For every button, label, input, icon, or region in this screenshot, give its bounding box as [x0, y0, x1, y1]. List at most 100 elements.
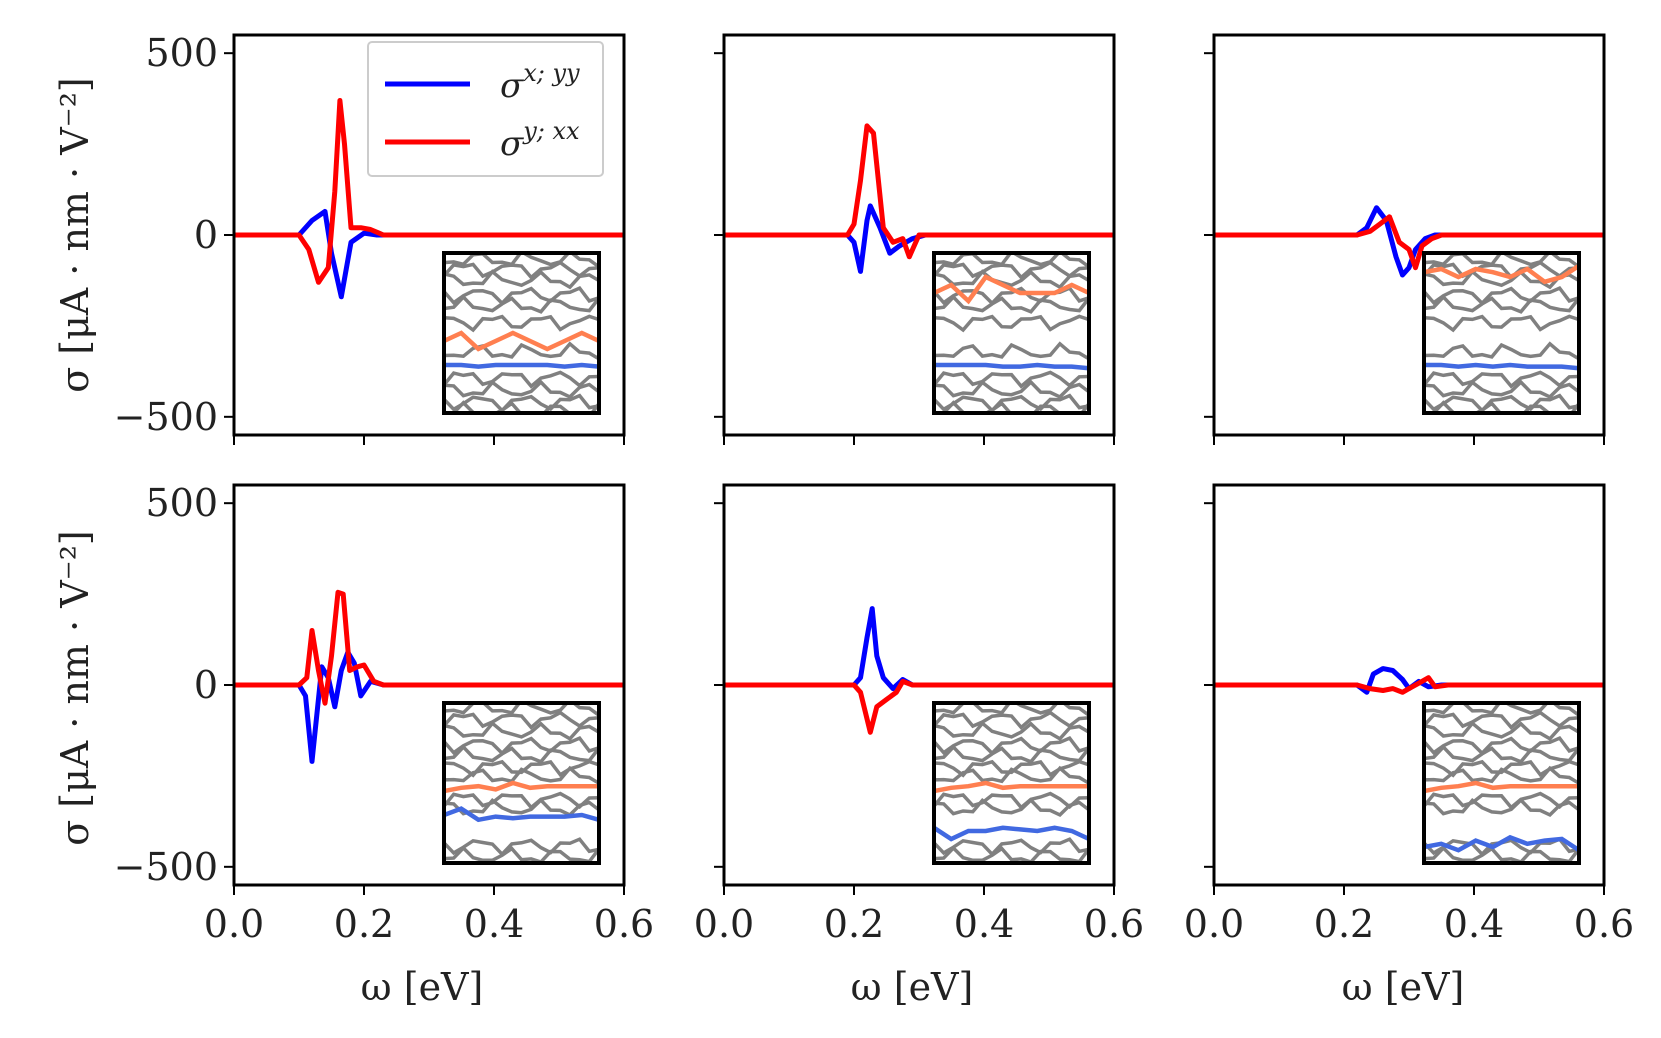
subplot-6: 0.0 0.2 0.4 0.6 — [1184, 483, 1634, 946]
inset-blue-band — [444, 806, 599, 823]
x-axis-title-1: ω [eV] — [361, 965, 484, 1009]
inset-grey-band — [1424, 845, 1579, 863]
legend-label-xyy: σx; yy — [500, 59, 580, 106]
inset-grey-band — [444, 269, 599, 290]
inset-grey-band — [1424, 314, 1579, 333]
inset-band-structure — [442, 251, 601, 415]
x-tick-label: 0.4 — [954, 902, 1014, 946]
inset-grey-band — [934, 294, 1089, 314]
series-line-yxx — [1214, 214, 1604, 271]
inset-grey-band — [1424, 260, 1579, 280]
legend-label-yxx-base: σ — [500, 124, 524, 164]
inset-grey-band — [1424, 791, 1579, 810]
inset-grey-band — [1424, 294, 1579, 314]
inset-grey-band — [444, 845, 599, 863]
inset-lines — [934, 703, 1089, 863]
inset-lines — [1424, 253, 1579, 413]
x-tick-label: 0.0 — [204, 902, 264, 946]
y-tick-label: −500 — [114, 845, 218, 889]
inset-grey-band — [934, 370, 1089, 389]
inset-band-structure — [932, 701, 1091, 865]
subplot-4: 0.0 0.2 0.4 0.6 500 0 −500 — [114, 481, 655, 946]
y-tick-label: −500 — [114, 395, 218, 439]
legend-label-yxx-sup: y; xx — [522, 117, 580, 145]
series-line-xyy — [724, 203, 1114, 274]
inset-lines — [444, 703, 599, 863]
inset-grey-band — [934, 710, 1089, 730]
subplot-1: 500 0 −500 — [114, 31, 626, 445]
inset-grey-band — [934, 393, 1089, 413]
x-tick-label: 0.4 — [464, 902, 524, 946]
y-tick-label: 500 — [145, 481, 218, 525]
x-axis-title-2: ω [eV] — [851, 965, 974, 1009]
inset-band-structure — [932, 251, 1091, 415]
x-tick-label: 0.6 — [1574, 902, 1634, 946]
series-line-yxx — [234, 98, 624, 285]
inset-orange-band — [1424, 780, 1579, 794]
subplot-5: 0.0 0.2 0.4 0.6 — [694, 483, 1144, 946]
inset-grey-band — [1424, 269, 1579, 290]
x-tick-label: 0.2 — [334, 902, 394, 946]
inset-grey-band — [934, 765, 1089, 785]
inset-grey-band — [444, 744, 599, 764]
inset-grey-band — [444, 341, 599, 361]
legend-label-xyy-base: σ — [500, 66, 524, 106]
x-tick-label: 0.0 — [1184, 902, 1244, 946]
series-line-xyy — [1214, 205, 1604, 278]
inset-blue-band — [934, 825, 1089, 842]
inset-orange-band — [444, 330, 599, 352]
inset-grey-band — [1424, 710, 1579, 730]
inset-grey-band — [934, 845, 1089, 863]
y-axis-title-bottom: σ [μA · nm · V⁻²] — [53, 530, 97, 846]
inset-grey-band — [934, 341, 1089, 361]
inset-grey-band — [444, 260, 599, 280]
inset-orange-band — [444, 780, 599, 794]
inset-grey-band — [934, 379, 1089, 399]
inset-blue-band — [1424, 362, 1579, 371]
axes-frame — [1212, 483, 1606, 887]
series-line-yxx — [1214, 675, 1604, 695]
inset-orange-band — [934, 780, 1089, 794]
inset-grey-band — [1424, 370, 1579, 389]
inset-orange-band — [1424, 263, 1579, 285]
inset-band-structure — [1422, 701, 1581, 865]
inset-background — [934, 253, 1089, 413]
inset-grey-band — [444, 370, 599, 389]
axes-frame — [232, 483, 626, 887]
y-tick-label: 0 — [194, 663, 218, 707]
inset-grey-band — [444, 735, 599, 756]
inset-grey-band — [1424, 735, 1579, 756]
x-tick-label: 0.2 — [1314, 902, 1374, 946]
axes-frame — [722, 33, 1116, 437]
inset-frame — [442, 251, 601, 415]
inset-grey-band — [444, 294, 599, 314]
x-tick-label: 0.6 — [1084, 902, 1144, 946]
y-tick-label: 500 — [145, 31, 218, 75]
inset-frame — [1422, 251, 1581, 415]
x-tick-label: 0.6 — [594, 902, 654, 946]
inset-grey-band — [934, 400, 1089, 413]
inset-grey-band — [444, 703, 599, 717]
inset-grey-band — [1424, 759, 1579, 778]
inset-background — [444, 703, 599, 863]
inset-grey-band — [1424, 285, 1579, 306]
axes-frame — [232, 33, 626, 437]
x-tick-label: 0.4 — [1444, 902, 1504, 946]
subplot-2 — [714, 33, 1116, 445]
inset-grey-band — [1424, 379, 1579, 399]
y-tick-label: 0 — [194, 213, 218, 257]
series-line-xyy — [234, 649, 624, 764]
series-line-xyy — [724, 606, 1114, 692]
inset-grey-band — [444, 837, 599, 857]
inset-grey-band — [1424, 744, 1579, 764]
inset-grey-band — [1424, 341, 1579, 361]
inset-grey-band — [934, 735, 1089, 756]
inset-blue-band — [934, 362, 1089, 371]
inset-lines — [934, 253, 1089, 413]
inset-grey-band — [1424, 400, 1579, 413]
inset-grey-band — [934, 837, 1089, 857]
inset-grey-band — [934, 744, 1089, 764]
inset-grey-band — [444, 285, 599, 306]
inset-grey-band — [1424, 797, 1579, 818]
legend-label-yxx: σy; xx — [500, 117, 580, 164]
